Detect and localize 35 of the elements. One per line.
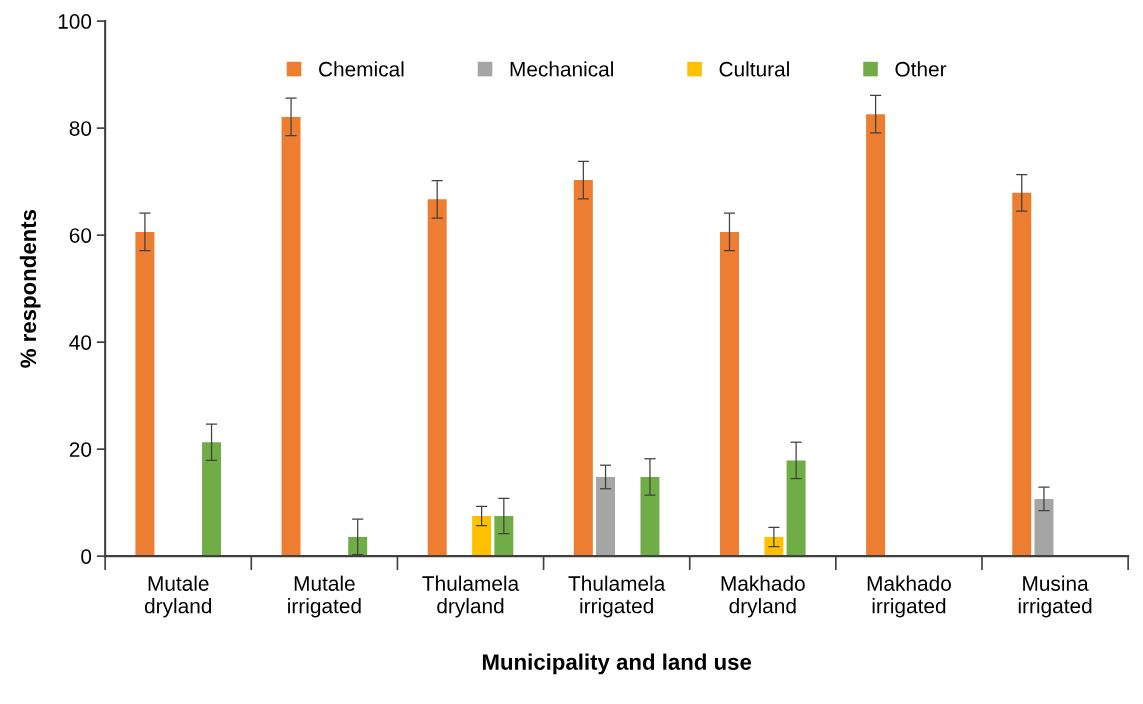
bar	[494, 516, 514, 557]
bar	[281, 116, 301, 557]
bar	[348, 536, 368, 557]
legend-label: Cultural	[719, 61, 789, 77]
y-tick-label: 40	[69, 335, 92, 350]
y-axis-title: % respondents	[19, 209, 41, 368]
x-tick-label: Mutale dryland	[144, 575, 212, 618]
bar	[573, 180, 593, 557]
bar	[1034, 498, 1054, 557]
bar	[596, 476, 616, 557]
x-tick-label: Thulamela dryland	[422, 575, 520, 618]
y-tick-label: 60	[69, 228, 92, 243]
x-tick-label: Mutale irrigated	[288, 575, 361, 618]
y-tick-label: 20	[69, 442, 92, 457]
x-tick-label: Thulamela irrigated	[568, 575, 666, 618]
x-tick-label: Makhado irrigated	[867, 575, 951, 618]
x-axis-title: Municipality and land use	[482, 653, 752, 675]
bar	[764, 536, 784, 557]
y-tick-label: 100	[58, 14, 92, 29]
bar	[786, 460, 806, 557]
y-tick-label: 80	[69, 121, 92, 136]
legend-label: Mechanical	[510, 61, 613, 77]
x-tick-label: Makhado dryland	[721, 575, 805, 618]
legend-label: Chemical	[319, 61, 404, 77]
bar	[202, 442, 222, 557]
y-tick-label: 0	[81, 549, 92, 564]
bar	[1012, 192, 1032, 557]
bar	[135, 231, 155, 557]
legend-label: Other	[895, 61, 947, 77]
bar	[719, 231, 739, 557]
x-tick-label: Musina irrigated	[1018, 575, 1092, 618]
bar	[866, 114, 886, 557]
bar	[427, 199, 447, 557]
bar	[640, 476, 660, 557]
bar	[472, 516, 492, 557]
